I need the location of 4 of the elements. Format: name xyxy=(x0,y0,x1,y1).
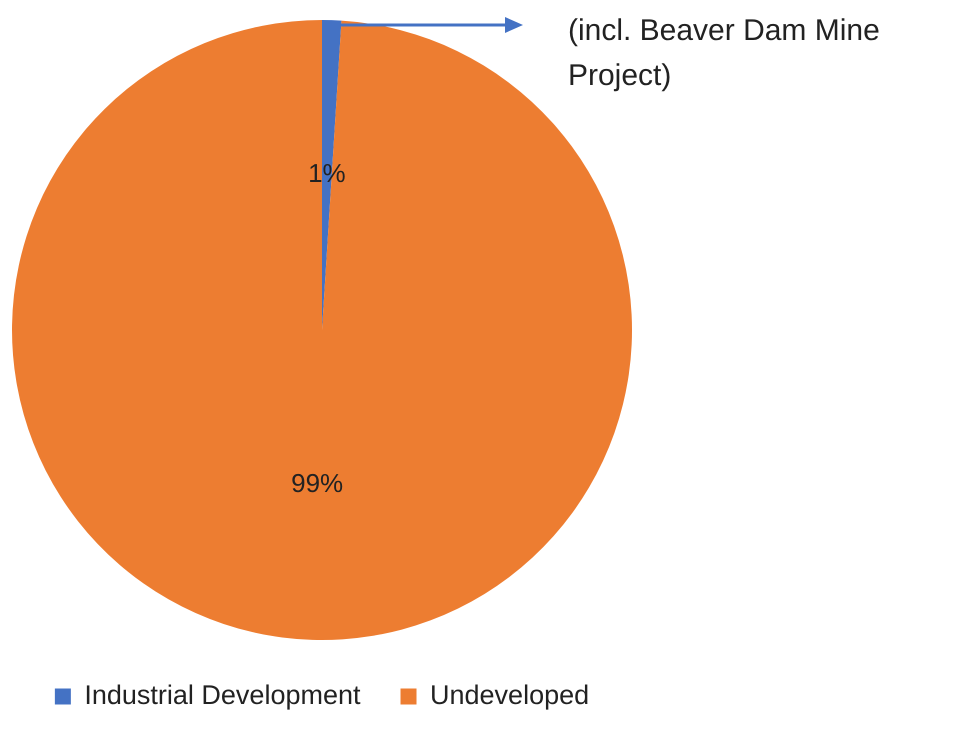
legend-label: Undeveloped xyxy=(430,680,590,710)
legend-label: Industrial Development xyxy=(84,680,362,710)
text: (incl. Beaver Dam Mine Project) xyxy=(568,13,881,94)
data-label: 99% xyxy=(291,468,344,498)
